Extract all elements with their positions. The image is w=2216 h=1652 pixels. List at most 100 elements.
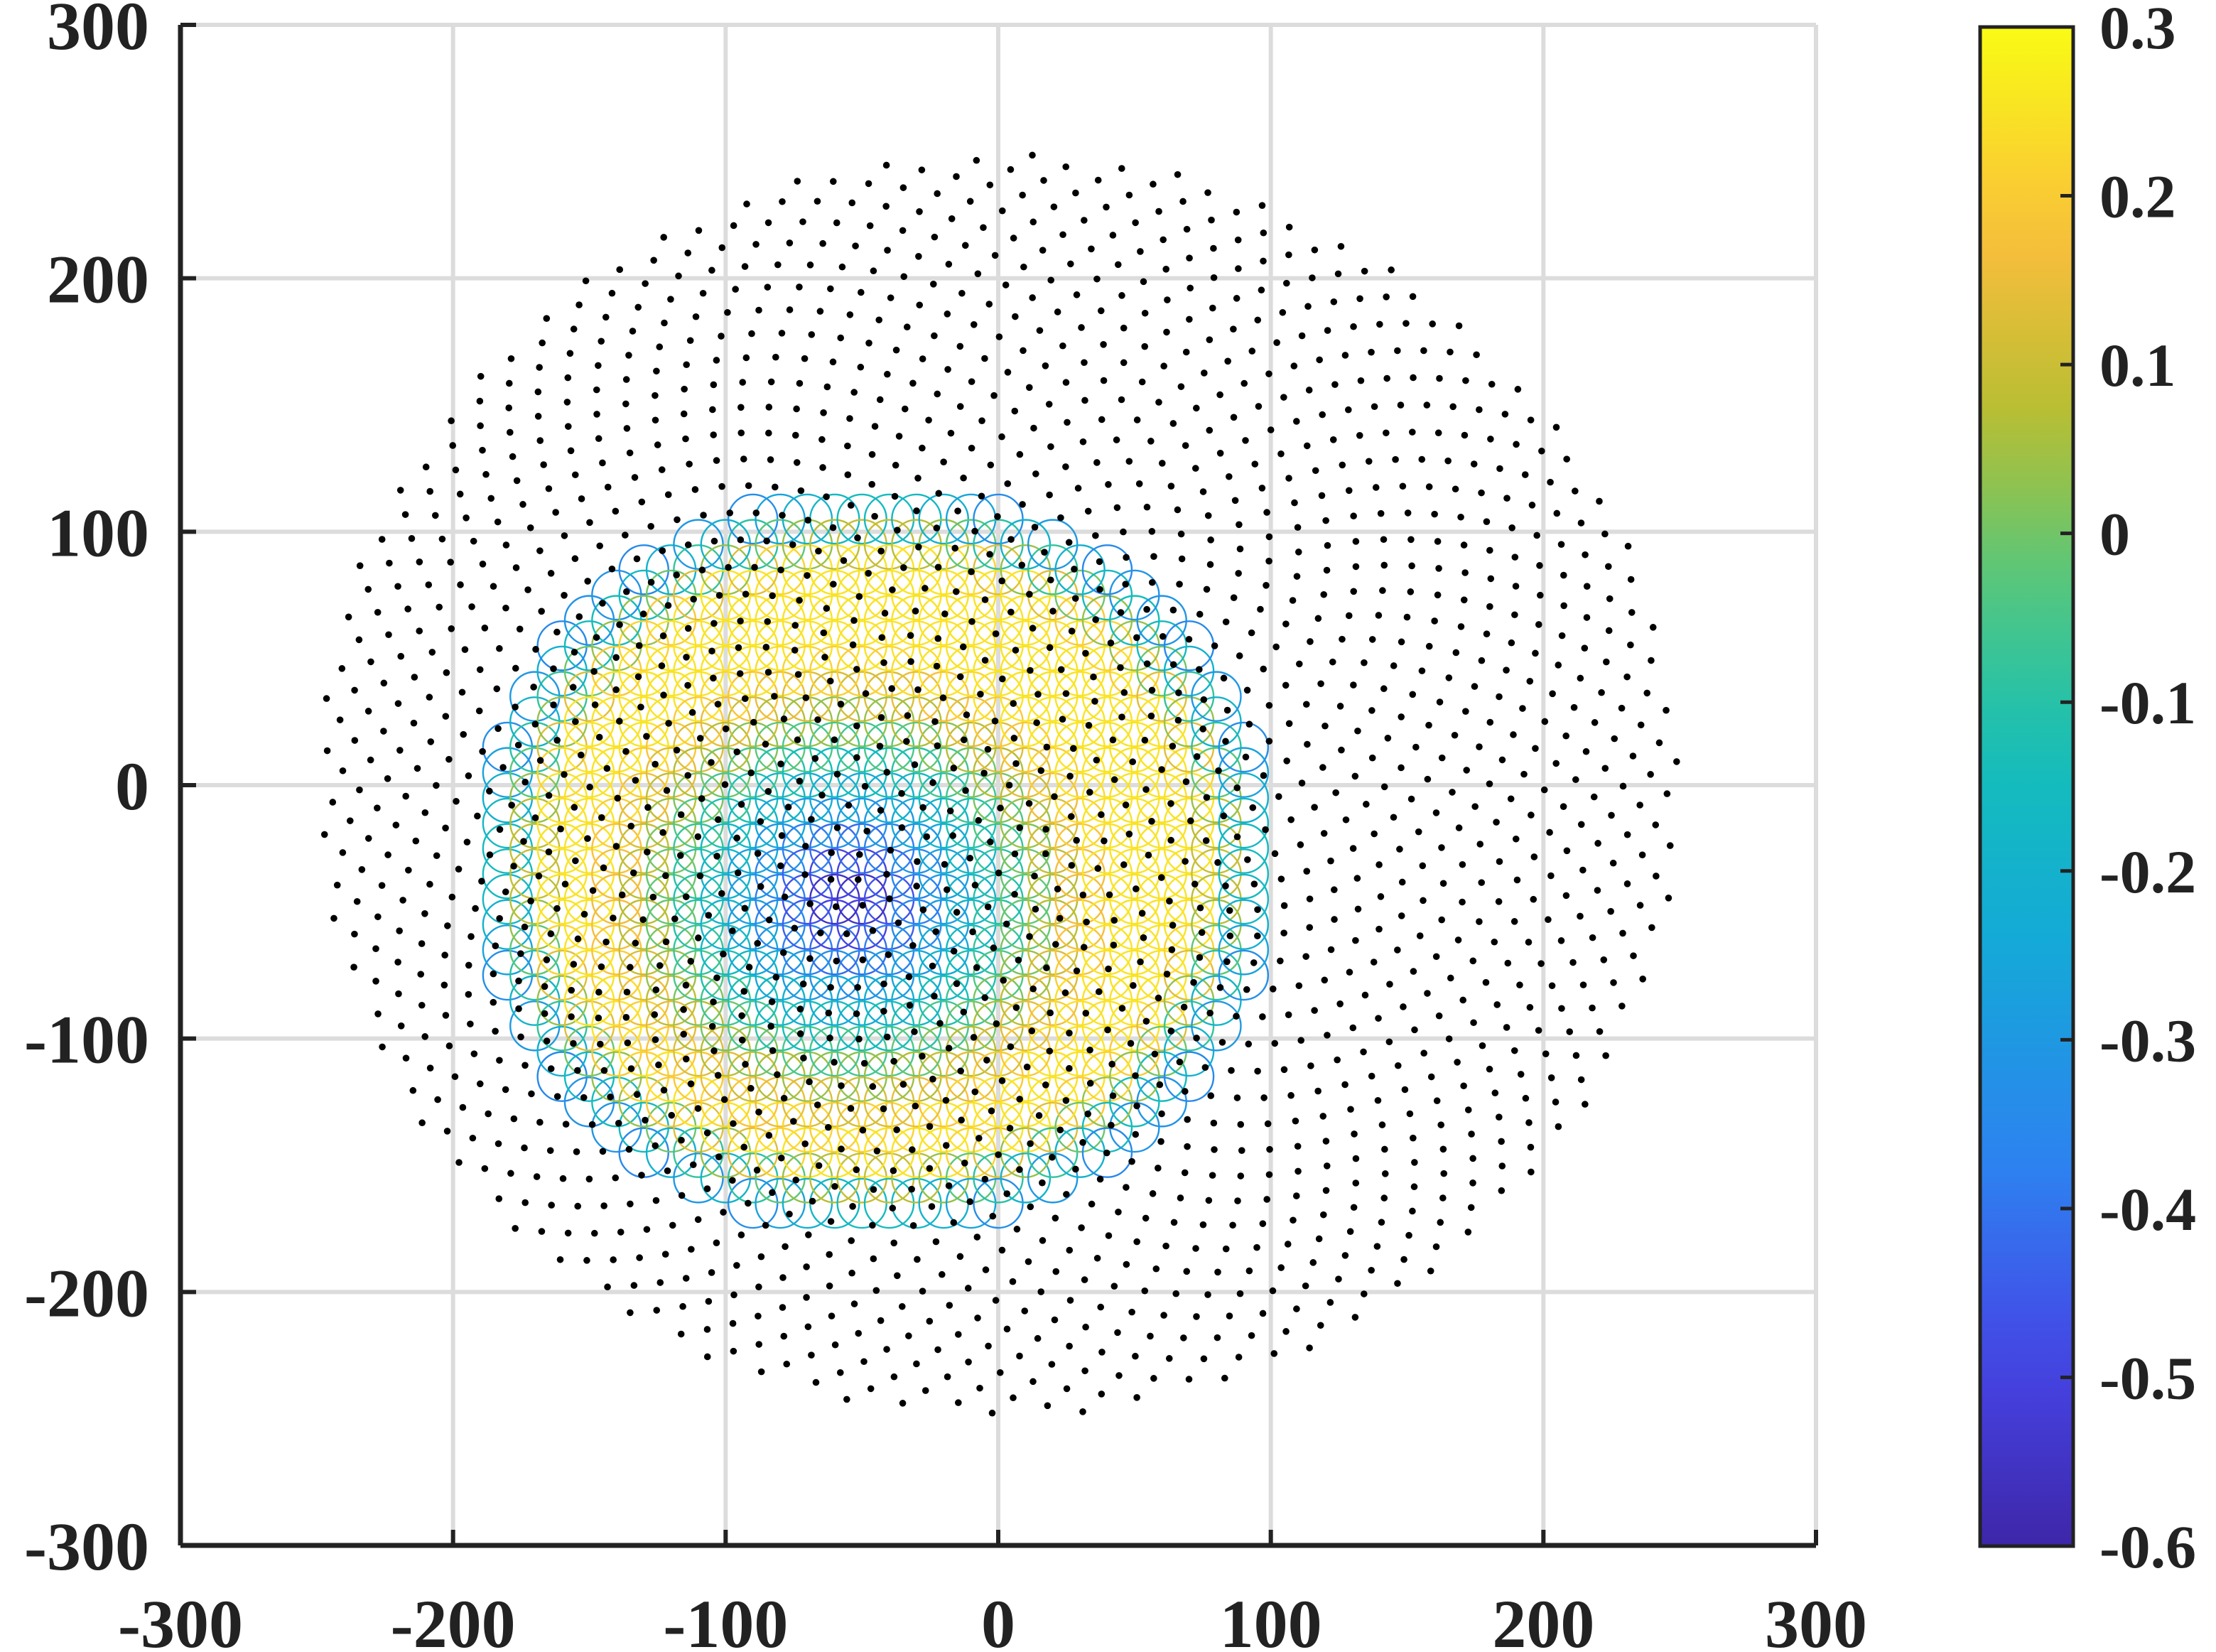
- black-dot: [869, 1221, 876, 1229]
- black-dot: [553, 905, 561, 912]
- black-dot: [441, 981, 448, 989]
- black-dot: [981, 994, 989, 1001]
- black-dot: [914, 475, 921, 482]
- colored-circle: [1000, 1152, 1052, 1204]
- black-dot: [426, 487, 434, 495]
- colored-circle: [782, 1000, 833, 1052]
- black-dot: [626, 449, 634, 457]
- black-dot: [673, 571, 680, 579]
- black-dot: [814, 716, 821, 723]
- black-dot: [1200, 696, 1208, 703]
- black-dot: [823, 383, 831, 391]
- colored-circle: [918, 1025, 969, 1077]
- black-dot: [883, 769, 891, 776]
- colorbar-tick-label: 0.2: [2099, 163, 2176, 231]
- black-dot: [1434, 538, 1442, 545]
- black-dot: [1516, 981, 1523, 989]
- black-dot: [1469, 957, 1477, 965]
- black-dot: [1385, 1038, 1393, 1046]
- black-dot: [1560, 602, 1567, 610]
- black-dot: [720, 1096, 728, 1103]
- black-dot: [655, 1061, 662, 1069]
- black-dot: [1454, 1059, 1461, 1066]
- black-dot: [1368, 707, 1375, 714]
- colored-circle: [918, 873, 969, 925]
- black-dot: [1254, 932, 1261, 940]
- black-dot: [519, 501, 526, 508]
- black-dot: [1204, 1291, 1211, 1298]
- black-dot: [570, 1040, 577, 1047]
- black-dot: [458, 689, 466, 696]
- colored-circle: [1163, 873, 1215, 925]
- black-dot: [1129, 758, 1136, 765]
- colored-circle: [1109, 721, 1160, 773]
- colored-circle: [836, 645, 887, 697]
- colored-circle: [727, 797, 779, 849]
- black-dot: [1183, 225, 1191, 233]
- black-dot: [1449, 403, 1456, 411]
- black-dot: [460, 730, 467, 738]
- black-dot: [1386, 981, 1393, 988]
- colored-circle: [1081, 569, 1133, 621]
- black-dot: [478, 878, 485, 885]
- black-dot: [912, 1102, 919, 1110]
- colored-circle: [563, 645, 615, 697]
- black-dot: [683, 361, 690, 369]
- black-dot: [1285, 1011, 1292, 1018]
- black-dot: [855, 1035, 863, 1043]
- black-dot: [599, 459, 606, 467]
- colored-circle: [727, 975, 779, 1026]
- black-dot: [1577, 912, 1584, 920]
- black-dot: [330, 914, 337, 922]
- black-dot: [764, 284, 772, 291]
- colored-circle: [1109, 899, 1160, 950]
- black-dot: [1351, 1314, 1359, 1321]
- black-dot: [625, 352, 632, 359]
- black-dot: [1425, 721, 1432, 729]
- colored-circle: [727, 1025, 779, 1077]
- black-dot: [995, 333, 1003, 340]
- black-dot: [1410, 374, 1417, 382]
- black-dot: [547, 570, 555, 577]
- black-dot: [1163, 971, 1171, 978]
- black-dot: [561, 592, 568, 599]
- black-dot: [384, 774, 391, 782]
- black-dot: [1220, 812, 1228, 820]
- colored-circle: [1054, 696, 1106, 747]
- colorbar-tick-label: 0: [2099, 500, 2130, 568]
- colored-circle: [782, 1076, 833, 1128]
- black-dot: [1398, 764, 1405, 772]
- colored-circle: [1109, 747, 1160, 798]
- black-dot: [895, 433, 903, 440]
- black-dot: [680, 1030, 688, 1038]
- x-tick-label: -300: [118, 1586, 243, 1652]
- black-dot: [595, 435, 602, 443]
- black-dot: [1040, 177, 1047, 184]
- colored-circle: [836, 1177, 887, 1229]
- black-dot: [662, 938, 670, 946]
- black-dot: [545, 848, 553, 855]
- colorbar: 0.30.20.10-0.1-0.2-0.3-0.4-0.5-0.6: [1978, 0, 2196, 1581]
- black-dot: [593, 634, 600, 641]
- black-dot: [534, 413, 542, 420]
- black-dot: [553, 628, 561, 636]
- black-dot: [1073, 836, 1080, 844]
- colored-circle: [509, 1000, 561, 1052]
- black-dot: [734, 869, 742, 877]
- black-dot: [1473, 351, 1480, 359]
- black-dot: [925, 416, 932, 424]
- black-dot: [635, 642, 643, 649]
- colored-circle: [918, 747, 969, 798]
- black-dot: [1603, 658, 1610, 666]
- black-dot: [1338, 746, 1345, 754]
- colored-circle: [918, 671, 969, 722]
- black-dot: [1078, 1224, 1085, 1231]
- black-dot: [703, 1353, 711, 1361]
- colored-circle: [727, 493, 779, 545]
- black-dot: [550, 701, 557, 708]
- black-dot: [1110, 776, 1118, 784]
- black-dot: [1234, 1197, 1241, 1204]
- colored-circle: [1054, 645, 1106, 697]
- black-dot: [852, 242, 859, 249]
- black-dot: [863, 827, 871, 835]
